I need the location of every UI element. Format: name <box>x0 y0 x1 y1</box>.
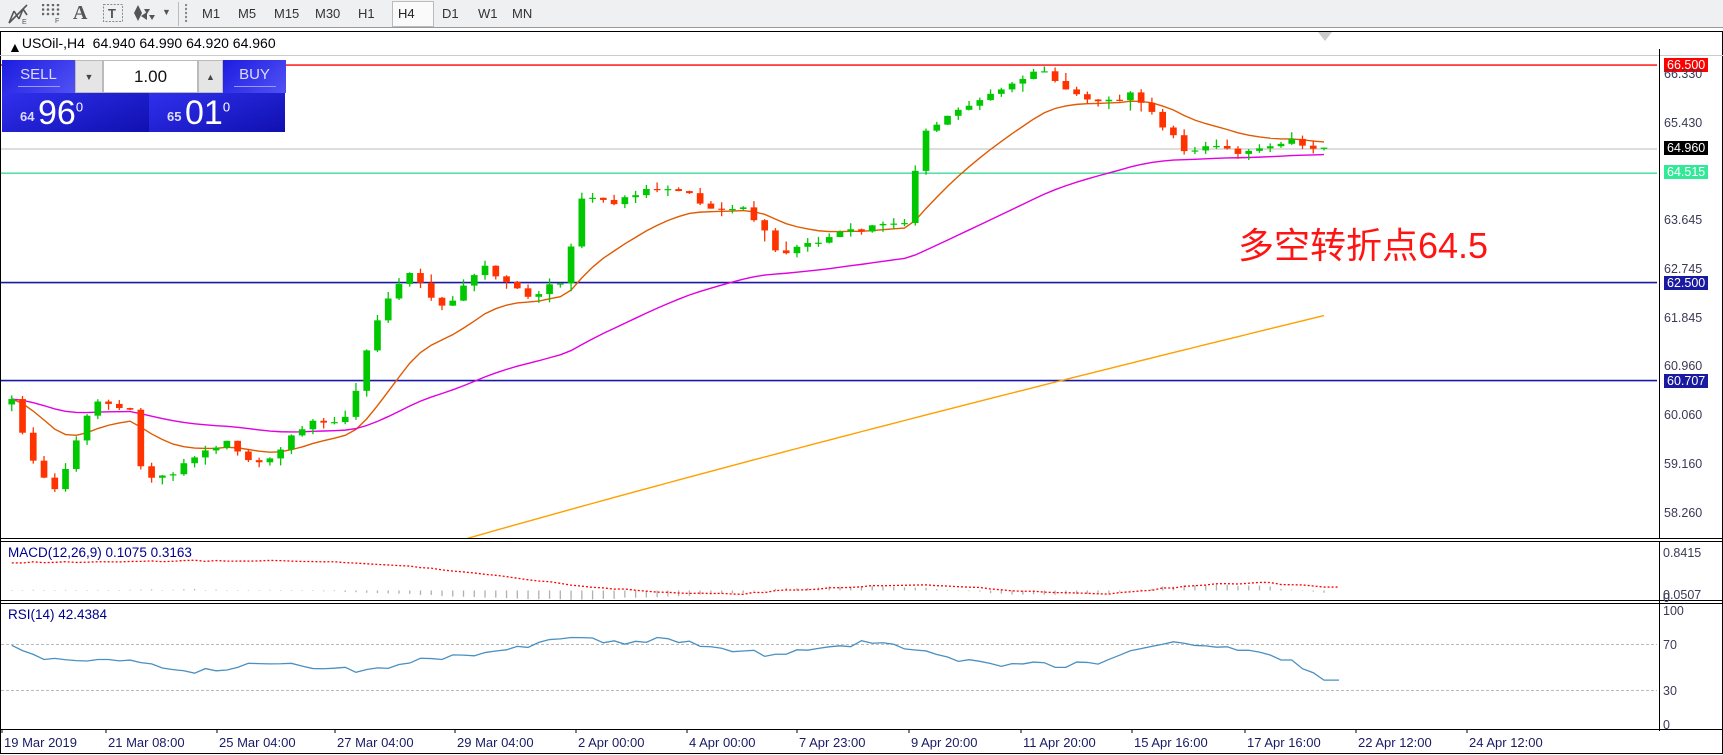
svg-text:F: F <box>55 18 59 24</box>
svg-text:T: T <box>108 6 116 21</box>
svg-text:E: E <box>22 19 27 25</box>
